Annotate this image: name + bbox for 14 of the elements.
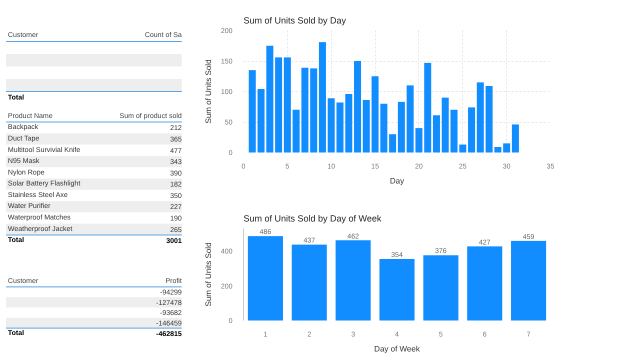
bar	[423, 255, 458, 320]
bar	[379, 259, 415, 320]
bar	[292, 244, 327, 320]
x-axis-title: Day of Week	[374, 344, 421, 354]
y-axis-title: Sum of Units Sold	[204, 59, 213, 124]
bar	[248, 236, 283, 320]
bar	[467, 246, 502, 320]
bar	[336, 240, 371, 320]
chart-title: Sum of Units Sold by Day of Week	[244, 214, 382, 224]
bar	[512, 124, 519, 152]
y-axis-title: Sum of Units Sold	[204, 242, 213, 307]
bar	[511, 240, 546, 320]
chart-title: Sum of Units Sold by Day	[244, 16, 347, 26]
x-axis-title: Day	[390, 176, 404, 186]
